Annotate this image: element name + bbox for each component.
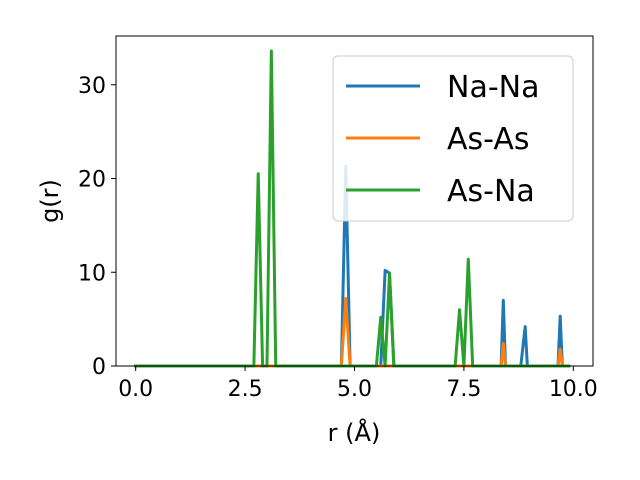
x-axis-label: r (Å)	[328, 418, 381, 447]
x-tick-label: 5.0	[337, 377, 372, 402]
plot-lines	[134, 49, 571, 368]
series-line-as-na	[134, 49, 571, 368]
x-axis: 0.0 2.5 5.0 7.5 10.0	[118, 366, 598, 402]
series-line-as-as	[134, 297, 571, 368]
x-tick-label: 7.5	[446, 377, 481, 402]
legend-label-na-na: Na-Na	[447, 70, 539, 105]
legend-label-as-na: As-Na	[447, 174, 535, 209]
y-tick-label: 0	[92, 355, 106, 380]
y-axis: 0 10 20 30	[78, 74, 116, 380]
x-tick-label: 0.0	[118, 377, 153, 402]
y-tick-label: 20	[78, 168, 106, 193]
y-tick-label: 30	[78, 74, 106, 99]
x-tick-label: 2.5	[228, 377, 263, 402]
y-tick-label: 10	[78, 261, 106, 286]
legend-box	[332, 55, 574, 222]
legend: Na-Na As-As As-Na	[332, 55, 574, 222]
y-axis-label: g(r)	[36, 179, 64, 223]
legend-label-as-as: As-As	[447, 122, 529, 157]
x-tick-label: 10.0	[549, 377, 598, 402]
